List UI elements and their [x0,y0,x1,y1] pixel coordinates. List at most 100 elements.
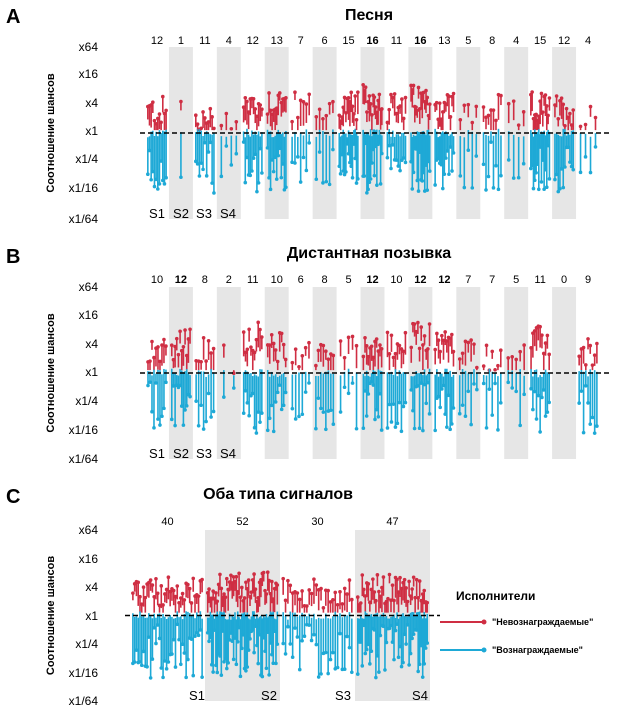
unrewarded-point [380,107,384,111]
unrewarded-point [290,360,295,365]
rewarded-point [210,181,214,185]
rewarded-point [182,651,187,655]
unrewarded-point [409,83,413,88]
unrewarded-point [416,85,421,90]
rewarded-point [277,383,282,387]
unrewarded-point [364,343,369,348]
unrewarded-point [231,575,236,579]
unrewarded-point [154,576,158,581]
unrewarded-point [215,599,220,604]
unrewarded-point [265,570,270,575]
unrewarded-point [494,118,498,123]
rewarded-point [481,381,486,386]
unrewarded-point [243,95,248,100]
rewarded-point [451,406,456,410]
unrewarded-point [141,585,146,589]
rewarded-point [146,383,150,388]
unrewarded-point [333,590,338,595]
rewarded-point [506,380,511,385]
rewarded-point [481,162,486,167]
rewarded-point [271,429,276,434]
unrewarded-point [136,580,141,585]
rewarded-point [433,183,437,187]
unrewarded-point [251,96,256,101]
unrewarded-point [305,604,309,608]
panel-b: B Дистантная позывка x64 x16 x4 x1 x1/4 x1/16 x1… [6,245,610,466]
unrewarded-point [210,115,214,119]
unrewarded-point [324,349,328,354]
sample-count: 12 [558,35,570,47]
unrewarded-point [435,331,439,336]
unrewarded-point [422,588,427,593]
rewarded-point [586,401,590,405]
unrewarded-point [350,334,355,339]
rewarded-point [321,181,325,185]
rewarded-point [350,381,355,385]
unrewarded-point [237,571,241,576]
rewarded-point [260,674,265,679]
unrewarded-point [273,348,278,352]
rewarded-point [156,187,160,191]
unrewarded-point [182,598,187,602]
unrewarded-point [188,327,192,332]
unrewarded-point [286,578,290,583]
unrewarded-point [391,355,396,360]
unrewarded-point [160,94,165,99]
rewarded-point [387,143,391,148]
group-label: S3 [335,688,351,703]
unrewarded-point [161,603,165,607]
y-tick-label: x64 [79,40,99,54]
unrewarded-point [450,332,454,337]
unrewarded-point [421,90,426,95]
rewarded-point [370,161,374,165]
rewarded-point [491,186,496,190]
group-label: S4 [412,688,428,703]
unrewarded-point [534,112,538,117]
rewarded-point [581,430,586,435]
unrewarded-point [462,103,467,108]
group-label: S2 [173,446,189,461]
rewarded-point [219,673,224,677]
sample-count: 5 [345,274,351,286]
rewarded-point [433,428,437,433]
rewarded-point [247,413,251,418]
rewarded-point [293,626,297,630]
unrewarded-point [253,587,258,591]
panel-a: A Песня x64 x16 x4 x1 x1/4 x1/16 x1/64 Соотношени… [6,6,610,226]
legend-title: Исполнители [456,589,535,603]
rewarded-point [365,647,369,652]
rewarded-point [404,642,408,646]
rewarded-point [245,401,250,405]
unrewarded-point [518,349,522,354]
rewarded-point [474,154,479,158]
unrewarded-point [242,596,247,600]
rewarded-point [290,655,295,660]
rewarded-point [374,675,378,680]
unrewarded-point [222,343,226,347]
rewarded-point [194,159,198,164]
rewarded-point [309,638,314,643]
rewarded-point [234,662,239,667]
rewarded-point [389,420,394,424]
rewarded-point [319,406,323,411]
unrewarded-point [437,101,442,105]
unrewarded-point [219,123,224,128]
rewarded-point [271,661,276,666]
rewarded-point [442,172,447,176]
unrewarded-point [209,351,213,355]
unrewarded-point [522,343,526,347]
unrewarded-point [247,327,251,332]
unrewarded-point [378,343,382,347]
rewarded-point [438,405,442,410]
unrewarded-point [417,579,422,583]
sample-count: 7 [489,274,495,286]
unrewarded-point [174,336,179,341]
legend-item-label: "Невознаграждаемые" [492,617,593,627]
unrewarded-point [470,120,475,125]
rewarded-point [529,166,533,171]
rewarded-point [186,657,190,662]
sample-count: 10 [390,274,402,286]
rewarded-point [494,163,498,168]
rewarded-point [387,402,392,407]
unrewarded-point [143,595,148,600]
